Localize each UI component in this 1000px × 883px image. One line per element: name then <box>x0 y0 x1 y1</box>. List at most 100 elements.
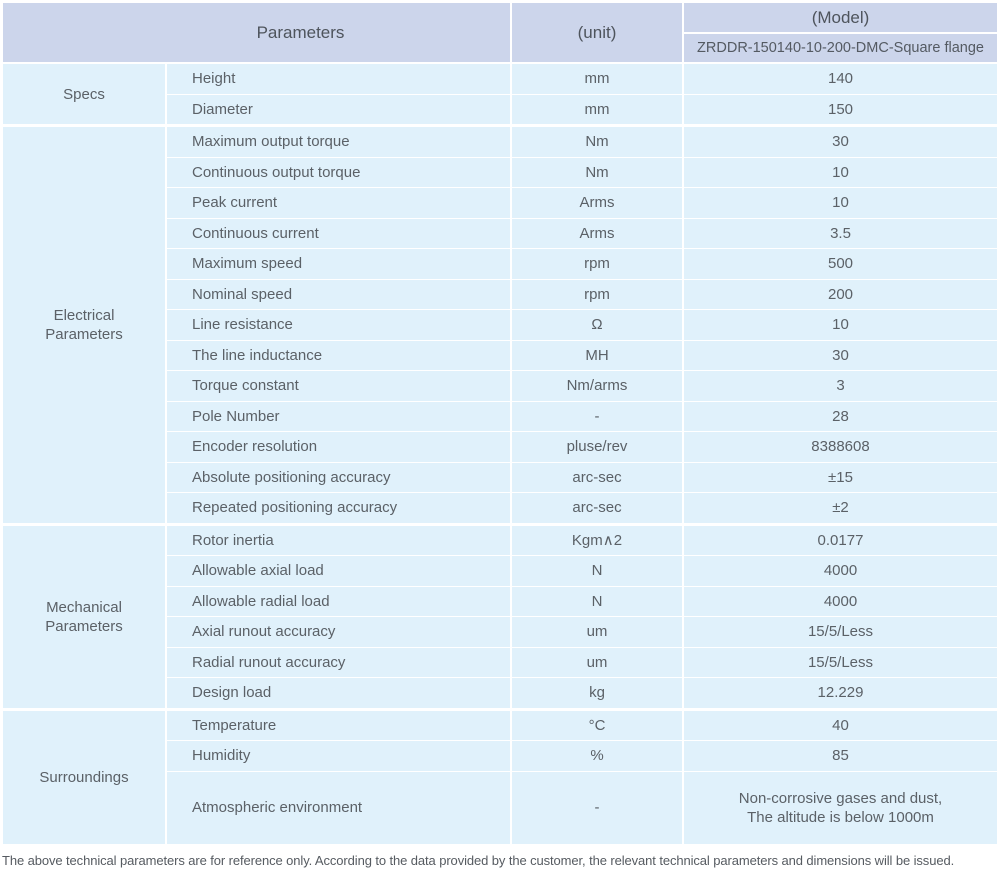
section-label: Surroundings <box>3 710 165 844</box>
value-cell: 200 <box>684 279 997 309</box>
value-cell: 12.229 <box>684 678 997 708</box>
unit-cell: mm <box>512 64 682 94</box>
unit-cell: Nm <box>512 127 682 157</box>
section-surroundings: Surroundings Temperature °C 40 Humidity … <box>3 710 997 844</box>
param-cell: Maximum speed <box>167 249 510 279</box>
param-cell: Height <box>167 64 510 94</box>
section-label: Electrical Parameters <box>3 127 165 523</box>
param-cell: Design load <box>167 678 510 708</box>
value-cell: 8388608 <box>684 432 997 462</box>
unit-cell: rpm <box>512 279 682 309</box>
unit-cell: pluse/rev <box>512 432 682 462</box>
table-row: Design load kg 12.229 <box>167 678 997 708</box>
param-cell: Allowable axial load <box>167 556 510 586</box>
reference-footnote: The above technical parameters are for r… <box>2 853 955 868</box>
param-cell: Temperature <box>167 710 510 740</box>
value-cell: 28 <box>684 401 997 431</box>
param-cell: Allowable radial load <box>167 586 510 616</box>
value-cell: 10 <box>684 310 997 340</box>
param-cell: Line resistance <box>167 310 510 340</box>
table-row: Allowable radial load N 4000 <box>167 586 997 616</box>
table-row: Nominal speed rpm 200 <box>167 279 997 309</box>
model-value-text: ZRDDR-150140-10-200-DMC-Square flange <box>697 40 984 56</box>
unit-cell: Arms <box>512 218 682 248</box>
table-row: Humidity % 85 <box>167 741 997 771</box>
table-row: Maximum speed rpm 500 <box>167 249 997 279</box>
unit-cell: MH <box>512 340 682 370</box>
table-header-row: Parameters (unit) (Model) ZRDDR-150140-1… <box>3 3 997 62</box>
table-row: Rotor inertia Kgm∧2 0.0177 <box>167 525 997 555</box>
param-cell: Continuous output torque <box>167 157 510 187</box>
value-cell: 500 <box>684 249 997 279</box>
unit-cell: % <box>512 741 682 771</box>
table-row: Maximum output torque Nm 30 <box>167 127 997 157</box>
value-cell: 85 <box>684 741 997 771</box>
unit-cell: Nm/arms <box>512 371 682 401</box>
unit-cell: Arms <box>512 188 682 218</box>
table-row: Torque constant Nm/arms 3 <box>167 371 997 401</box>
table-body: Specs Height mm 140 Diameter mm 150 Elec… <box>3 64 997 844</box>
param-cell: Atmospheric environment <box>167 771 510 844</box>
header-model-value: ZRDDR-150140-10-200-DMC-Square flange <box>684 34 997 62</box>
table-row: Height mm 140 <box>167 64 997 94</box>
unit-cell: Kgm∧2 <box>512 525 682 555</box>
param-cell: Absolute positioning accuracy <box>167 462 510 492</box>
param-cell: Axial runout accuracy <box>167 617 510 647</box>
value-cell: ±2 <box>684 493 997 523</box>
section-specs: Specs Height mm 140 Diameter mm 150 <box>3 64 997 124</box>
param-cell: Radial runout accuracy <box>167 647 510 677</box>
param-cell: Torque constant <box>167 371 510 401</box>
value-cell: 0.0177 <box>684 525 997 555</box>
unit-cell: Nm <box>512 157 682 187</box>
value-cell: ±15 <box>684 462 997 492</box>
value-cell: 4000 <box>684 556 997 586</box>
unit-cell: mm <box>512 94 682 124</box>
spec-table: Parameters (unit) (Model) ZRDDR-150140-1… <box>3 3 997 844</box>
table-row: Line resistance Ω 10 <box>167 310 997 340</box>
param-cell: Repeated positioning accuracy <box>167 493 510 523</box>
header-model-label: (Model) <box>684 3 997 34</box>
param-cell: Humidity <box>167 741 510 771</box>
model-label-text: (Model) <box>811 7 870 27</box>
table-row: Continuous current Arms 3.5 <box>167 218 997 248</box>
param-cell: Encoder resolution <box>167 432 510 462</box>
param-cell: Nominal speed <box>167 279 510 309</box>
unit-cell: arc-sec <box>512 462 682 492</box>
table-row: Absolute positioning accuracy arc-sec ±1… <box>167 462 997 492</box>
unit-cell: rpm <box>512 249 682 279</box>
section-electrical-parameters: Electrical Parameters Maximum output tor… <box>3 127 997 523</box>
unit-cell: Ω <box>512 310 682 340</box>
value-cell: 30 <box>684 127 997 157</box>
unit-cell: °C <box>512 710 682 740</box>
param-cell: Rotor inertia <box>167 525 510 555</box>
unit-cell: - <box>512 401 682 431</box>
table-row: Radial runout accuracy um 15/5/Less <box>167 647 997 677</box>
unit-cell: N <box>512 556 682 586</box>
header-model: (Model) ZRDDR-150140-10-200-DMC-Square f… <box>684 3 997 62</box>
unit-cell: N <box>512 586 682 616</box>
header-parameters: Parameters <box>3 3 510 62</box>
value-cell: 10 <box>684 188 997 218</box>
param-cell: Continuous current <box>167 218 510 248</box>
unit-cell: um <box>512 647 682 677</box>
section-label: Mechanical Parameters <box>3 525 165 708</box>
value-cell: 3.5 <box>684 218 997 248</box>
value-cell: 15/5/Less <box>684 647 997 677</box>
param-cell: Pole Number <box>167 401 510 431</box>
table-row: Atmospheric environment - Non-corrosive … <box>167 771 997 844</box>
unit-cell: um <box>512 617 682 647</box>
section-mechanical-parameters: Mechanical Parameters Rotor inertia Kgm∧… <box>3 525 997 708</box>
section-label: Specs <box>3 64 165 124</box>
table-row: Peak current Arms 10 <box>167 188 997 218</box>
table-row: Allowable axial load N 4000 <box>167 556 997 586</box>
table-row: Continuous output torque Nm 10 <box>167 157 997 187</box>
value-cell: 15/5/Less <box>684 617 997 647</box>
table-row: Diameter mm 150 <box>167 94 997 124</box>
value-cell: Non-corrosive gases and dust, The altitu… <box>684 771 997 844</box>
unit-cell: kg <box>512 678 682 708</box>
param-cell: Diameter <box>167 94 510 124</box>
table-row: Pole Number - 28 <box>167 401 997 431</box>
value-cell: 140 <box>684 64 997 94</box>
header-unit-label: (unit) <box>577 22 617 42</box>
value-cell: 4000 <box>684 586 997 616</box>
